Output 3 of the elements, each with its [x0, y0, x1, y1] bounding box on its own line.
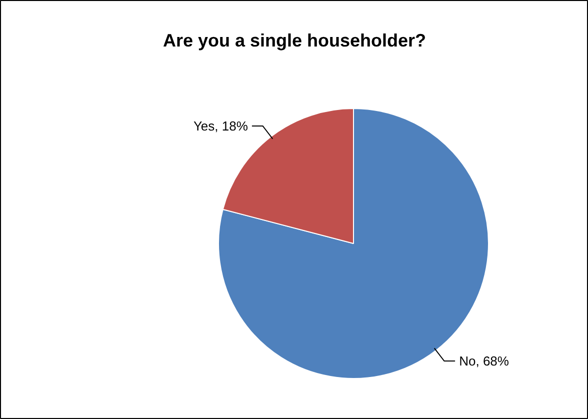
slice-label: No, 68%	[459, 354, 510, 369]
slice-label: Yes, 18%	[193, 118, 248, 134]
chart-title: Are you a single householder?	[162, 30, 426, 50]
